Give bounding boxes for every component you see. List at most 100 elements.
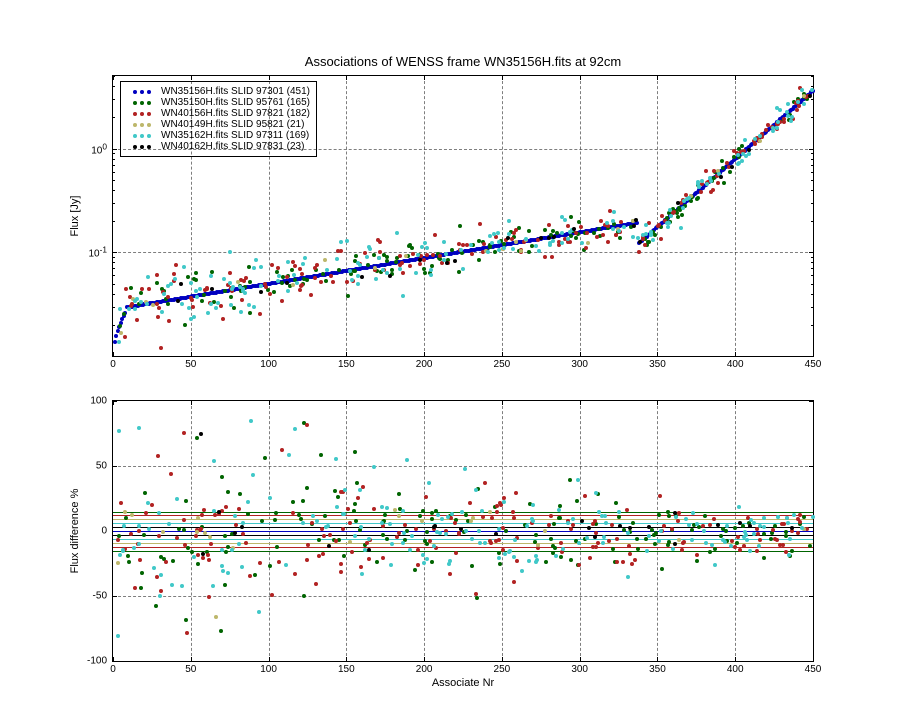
data-point: [659, 237, 663, 241]
data-point: [342, 554, 346, 558]
bot-ytick: -50: [93, 591, 107, 602]
data-point: [501, 526, 505, 530]
data-point: [543, 228, 547, 232]
top-xtick: 300: [571, 359, 588, 370]
data-point: [702, 529, 706, 533]
data-point: [404, 254, 408, 258]
data-point: [224, 505, 228, 509]
data-point: [457, 531, 461, 535]
data-point: [337, 268, 341, 272]
bot-xtick: 0: [110, 664, 116, 675]
data-point: [293, 427, 297, 431]
data-point: [182, 528, 186, 532]
data-point: [630, 562, 634, 566]
data-point: [442, 240, 446, 244]
data-point: [563, 218, 567, 222]
data-point: [752, 532, 756, 536]
data-point: [795, 108, 799, 112]
data-point: [617, 229, 621, 233]
data-point: [425, 557, 429, 561]
data-point: [378, 250, 382, 254]
data-point: [137, 529, 141, 533]
data-point: [559, 555, 563, 559]
data-point: [247, 303, 251, 307]
data-point: [711, 188, 715, 192]
data-point: [477, 529, 481, 533]
data-point: [196, 562, 200, 566]
data-point: [740, 159, 744, 163]
data-point: [313, 276, 317, 280]
data-point: [643, 243, 647, 247]
data-point: [512, 516, 516, 520]
bot-ytick: 0: [101, 526, 107, 537]
data-point: [354, 254, 358, 258]
data-point: [480, 509, 484, 513]
data-point: [154, 604, 158, 608]
data-point: [676, 201, 680, 205]
data-point: [253, 573, 257, 577]
data-point: [611, 227, 615, 231]
data-point: [475, 596, 479, 600]
data-point: [276, 266, 280, 270]
data-point: [775, 106, 779, 110]
data-point: [202, 293, 206, 297]
data-point: [612, 222, 616, 226]
data-point: [372, 253, 376, 257]
data-point: [129, 286, 133, 290]
data-point: [525, 524, 529, 528]
data-point: [515, 559, 519, 563]
data-point: [569, 215, 573, 219]
data-point: [614, 501, 618, 505]
data-point: [220, 564, 224, 568]
data-point: [206, 553, 210, 557]
data-point: [167, 319, 171, 323]
data-point: [270, 263, 274, 267]
data-point: [676, 519, 680, 523]
data-point: [301, 499, 305, 503]
data-point: [234, 523, 238, 527]
data-point: [644, 232, 648, 236]
data-point: [800, 526, 804, 530]
data-point: [602, 535, 606, 539]
data-point: [183, 323, 187, 327]
data-point: [203, 531, 207, 535]
data-point: [577, 563, 581, 567]
data-point: [644, 223, 648, 227]
data-point: [167, 522, 171, 526]
data-point: [762, 556, 766, 560]
data-point: [566, 224, 570, 228]
data-point: [254, 258, 258, 262]
data-point: [497, 551, 501, 555]
data-point: [637, 250, 641, 254]
data-point: [425, 530, 429, 534]
data-point: [273, 518, 277, 522]
data-point: [334, 457, 338, 461]
data-point: [560, 231, 564, 235]
data-point: [157, 511, 161, 515]
data-point: [401, 541, 405, 545]
data-point: [248, 574, 252, 578]
data-point: [301, 262, 305, 266]
data-point: [527, 250, 531, 254]
data-point: [305, 558, 309, 562]
data-point: [268, 292, 272, 296]
data-point: [258, 561, 262, 565]
data-point: [368, 247, 372, 251]
data-point: [478, 541, 482, 545]
data-point: [585, 536, 589, 540]
data-point: [293, 264, 297, 268]
data-point: [292, 273, 296, 277]
data-point: [277, 560, 281, 564]
data-point: [725, 524, 729, 528]
data-point: [348, 521, 352, 525]
data-point: [790, 526, 794, 530]
data-point: [219, 304, 223, 308]
data-point: [135, 318, 139, 322]
data-point: [691, 511, 695, 515]
data-point: [708, 523, 712, 527]
data-point: [486, 250, 490, 254]
data-point: [597, 227, 601, 231]
legend-entry: WN35162H.fits SLID 97311 (169): [127, 130, 310, 141]
data-point: [184, 499, 188, 503]
data-point: [121, 549, 125, 553]
